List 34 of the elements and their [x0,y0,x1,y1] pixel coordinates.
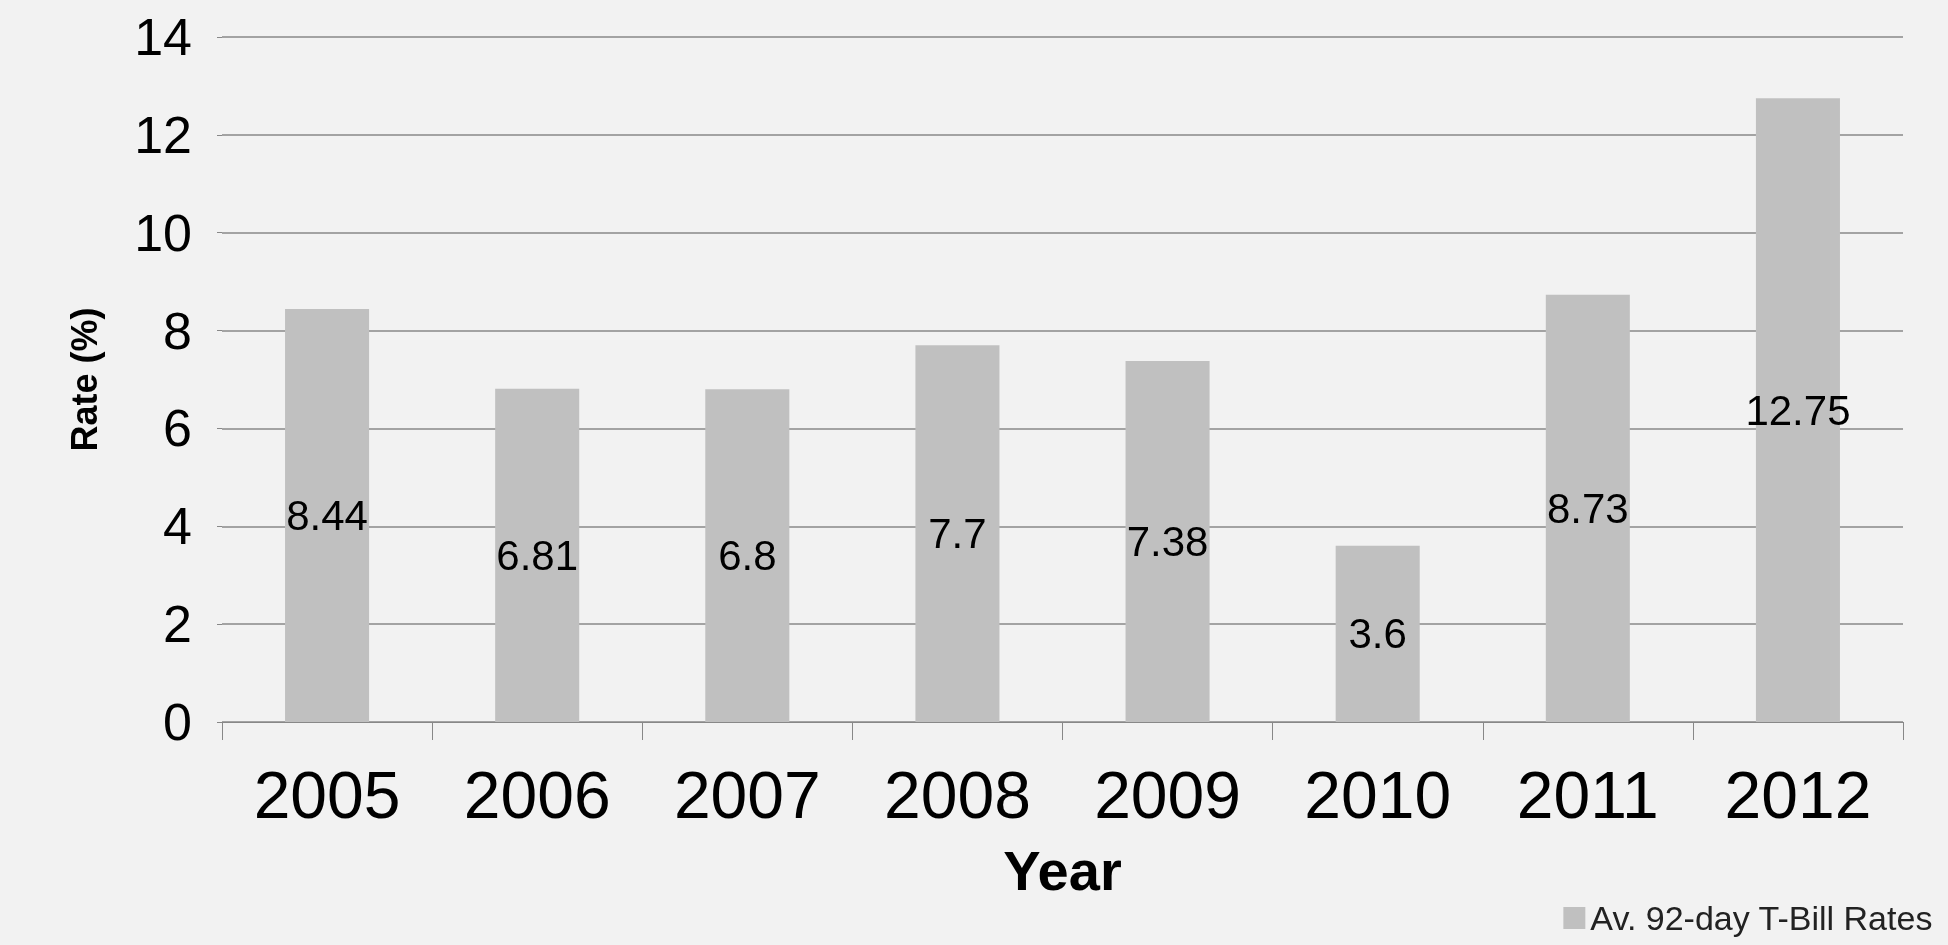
y-tick-label: 2 [163,595,192,654]
bar [705,389,790,722]
data-label: 8.73 [1546,484,1629,532]
x-tick-label: 2009 [1094,758,1241,832]
x-axis-title: Year [1003,838,1122,902]
y-tick-label: 12 [134,105,192,164]
y-tick-label: 10 [134,203,192,262]
x-tick-label: 2005 [253,758,401,832]
data-label: 8.44 [286,492,368,540]
bar [1335,545,1420,722]
x-tick-label: 2007 [673,758,821,832]
y-tick-label: 8 [163,301,192,360]
data-label: 6.8 [718,532,777,580]
x-tick-label: 2011 [1516,758,1659,832]
data-label: 7.7 [928,510,987,558]
data-label: 12.75 [1745,386,1851,434]
y-tick-label: 14 [134,8,192,66]
y-tick-label: 4 [163,497,192,556]
y-axis-title: Rate (%) [63,307,105,452]
y-tick-label: 0 [163,693,192,751]
x-tick-label: 2012 [1724,758,1872,832]
x-tick-label: 2006 [463,758,611,832]
x-tick-label: 2008 [884,758,1031,832]
data-label: 6.81 [496,531,579,579]
x-tick-label: 2010 [1304,758,1452,832]
bar [1125,360,1210,722]
bar [495,388,580,722]
data-label: 7.38 [1126,517,1209,565]
bar [285,309,370,722]
legend-label: Av. 92-day T-Bill Rates [1590,899,1933,937]
bar [1545,294,1630,722]
data-label: 3.6 [1348,610,1407,658]
bar [915,345,1000,722]
y-tick-label: 6 [163,399,192,458]
